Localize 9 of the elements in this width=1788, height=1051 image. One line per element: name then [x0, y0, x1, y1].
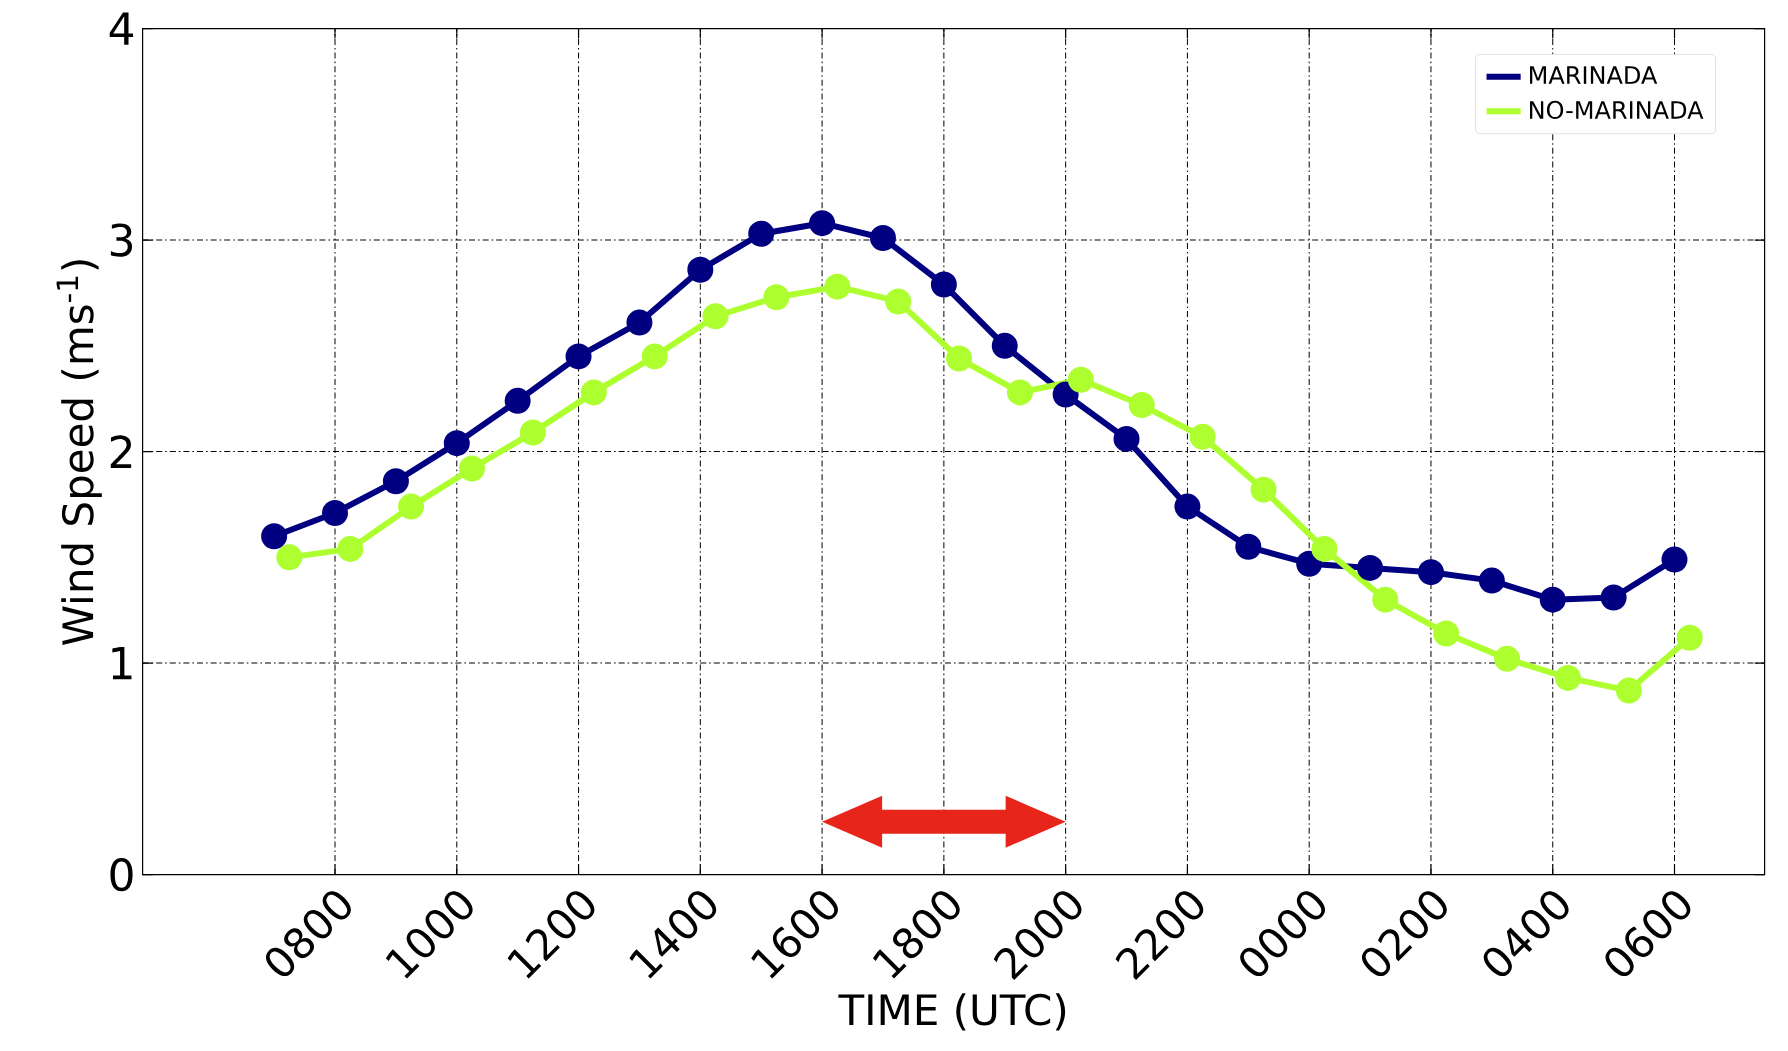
y-axis-title: Wind Speed (ms$^{-1}$) — [56, 260, 102, 646]
y-tick-label: 4 — [109, 12, 134, 45]
legend-label: NO-MARINADA — [1530, 100, 1704, 120]
y-tick-label: 2 — [110, 435, 132, 468]
y-tick-label: 1 — [112, 647, 132, 680]
y-tick-label: 3 — [110, 223, 133, 257]
y-tick-label: 0 — [110, 857, 133, 892]
x-axis-title: TIME (UTC) — [838, 993, 1066, 1031]
legend-label: MARINADA — [1530, 66, 1658, 84]
